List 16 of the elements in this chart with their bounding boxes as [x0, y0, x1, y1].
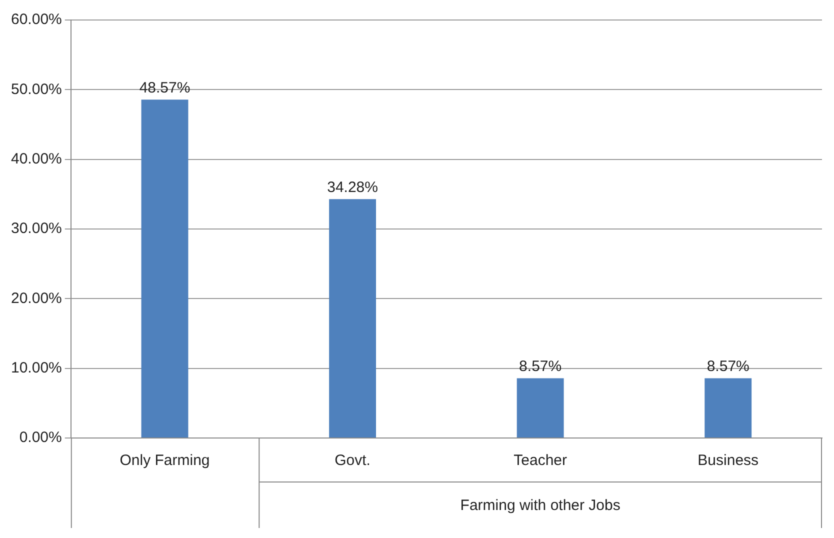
y-tick-label: 20.00% — [11, 290, 62, 307]
y-tick-label: 0.00% — [19, 429, 62, 446]
y-tick-label: 60.00% — [11, 11, 62, 28]
y-tick-label: 30.00% — [11, 220, 62, 238]
x-tick-label: Govt. — [334, 452, 370, 470]
data-label: 48.57% — [139, 79, 190, 96]
x-tick-label: Teacher — [514, 452, 568, 470]
y-tick-label: 40.00% — [11, 150, 62, 168]
data-label: 8.57% — [706, 358, 750, 375]
y-tick-label: 10.00% — [11, 359, 62, 376]
data-label: 8.57% — [519, 358, 562, 375]
x-tick-label: Only Farming — [120, 452, 210, 470]
x-tick-label: Business — [698, 452, 759, 470]
data-label: 34.28% — [327, 178, 378, 196]
y-tick-label: 50.00% — [11, 80, 62, 98]
text: Farming with other Jobs — [460, 497, 620, 514]
